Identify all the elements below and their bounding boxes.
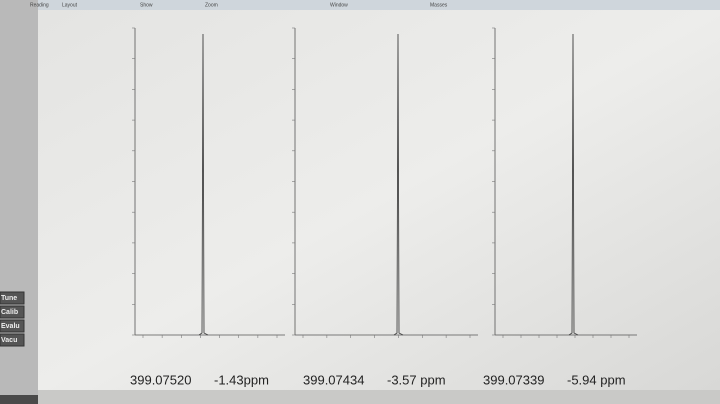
mass-label: 399.07339 (483, 372, 544, 387)
menu-bar (0, 0, 720, 10)
ppm-label: -5.94 ppm (567, 372, 626, 387)
spectra: 399.07520 -1.43ppm 399.07434 -3.57 ppm 399.0… (130, 27, 637, 387)
spectrum-panel: 399.07434 -3.57 ppm (292, 27, 478, 387)
menu-item[interactable]: Layout (62, 2, 78, 8)
sidebar-button[interactable] (0, 319, 25, 333)
sidebar-button[interactable] (0, 333, 25, 347)
peak (393, 33, 404, 336)
menu-item[interactable]: Window (330, 2, 348, 8)
menu: Reading Layout Show Zoom Window Masses (30, 2, 448, 8)
sidebar-label[interactable]: Calib (1, 309, 18, 316)
peak (198, 33, 209, 336)
menu-item[interactable]: Show (140, 2, 153, 8)
spectrum-panel: 399.07339 -5.94 ppm (483, 27, 637, 387)
workspace (38, 10, 720, 390)
menu-item[interactable]: Masses (430, 2, 448, 8)
mass-label: 399.07434 (303, 372, 364, 387)
menu-item[interactable]: Reading (30, 2, 49, 8)
peak (568, 33, 579, 336)
sidebar-label[interactable]: Evalu (1, 323, 20, 330)
ppm-label: -3.57 ppm (387, 372, 446, 387)
sidebar-label[interactable]: Vacu (1, 337, 17, 344)
sidebar-label[interactable]: Tune (1, 295, 17, 302)
sidebar-buttons: Tune Calib Evalu Vacu (0, 291, 25, 347)
ppm-label: -1.43ppm (214, 372, 269, 387)
spectrum-panel: 399.07520 -1.43ppm (130, 27, 285, 387)
sidebar-button[interactable] (0, 305, 25, 319)
status-bar (38, 390, 720, 404)
mass-label: 399.07520 (130, 372, 191, 387)
menu-item[interactable]: Zoom (205, 2, 218, 8)
sidebar-button[interactable] (0, 291, 25, 305)
